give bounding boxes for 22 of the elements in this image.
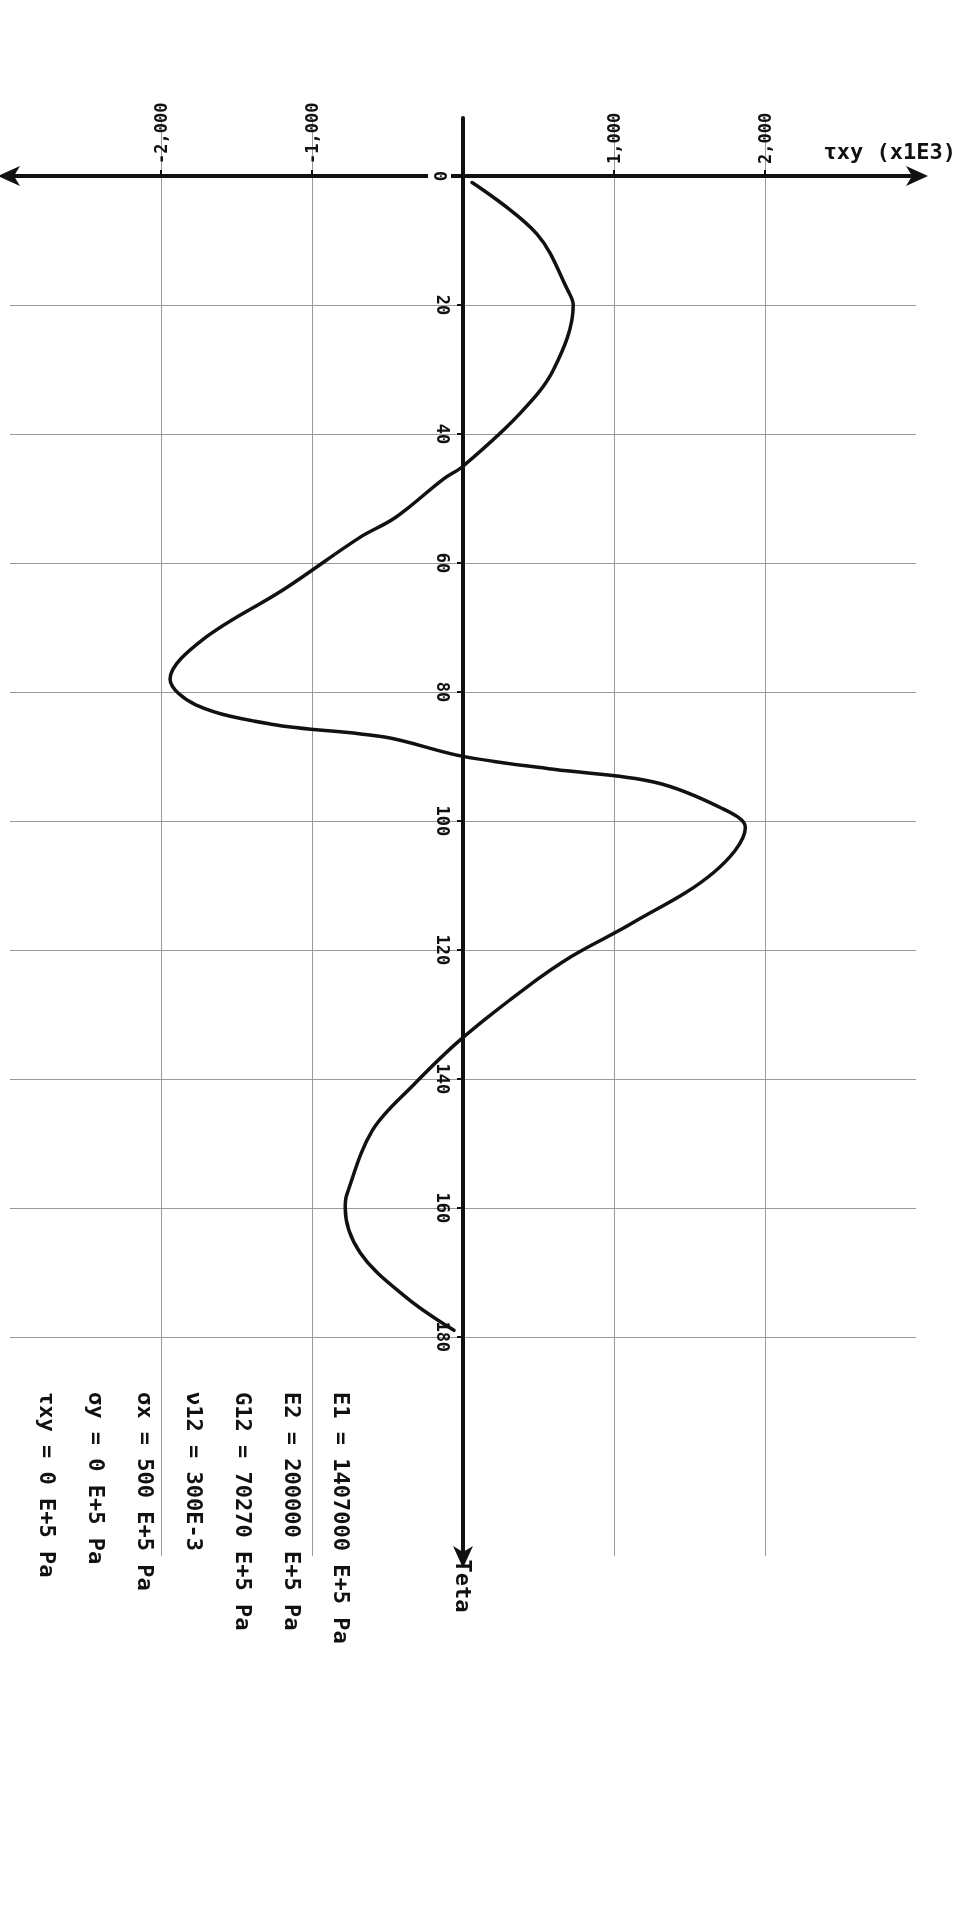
annotation: σy = 0 E+5 Pa xyxy=(83,1392,109,1565)
annotation: ν12 = 300E-3 xyxy=(181,1392,207,1551)
y-tick-label: 0 xyxy=(429,170,450,182)
y-tick-label: 20 xyxy=(432,294,453,316)
annotation: G12 = 70270 E+5 Pa xyxy=(230,1392,256,1631)
y-axis-title: Teta xyxy=(450,1559,476,1613)
y-tick-label: 40 xyxy=(432,423,453,445)
x-tick-label: -2,000 xyxy=(151,102,171,165)
y-tick-label: 120 xyxy=(432,934,453,966)
annotation: τxy = 0 E+5 Pa xyxy=(34,1392,60,1578)
x-tick-label: 1,000 xyxy=(604,112,624,165)
y-tick-label: 60 xyxy=(432,552,453,574)
annotation: E1 = 1407000 E+5 Pa xyxy=(328,1392,354,1644)
annotation: σx = 500 E+5 Pa xyxy=(132,1392,158,1591)
y-tick-label: 100 xyxy=(432,805,453,837)
annotation: E2 = 200000 E+5 Pa xyxy=(279,1392,305,1631)
x-axis-title: τxy (x1E3) xyxy=(823,138,956,164)
x-tick-label: 2,000 xyxy=(755,112,775,165)
y-tick-label: 140 xyxy=(432,1063,453,1095)
y-tick-label: 80 xyxy=(432,681,453,703)
x-tick-label: -1,000 xyxy=(302,102,322,165)
y-tick-label: 160 xyxy=(432,1192,453,1224)
